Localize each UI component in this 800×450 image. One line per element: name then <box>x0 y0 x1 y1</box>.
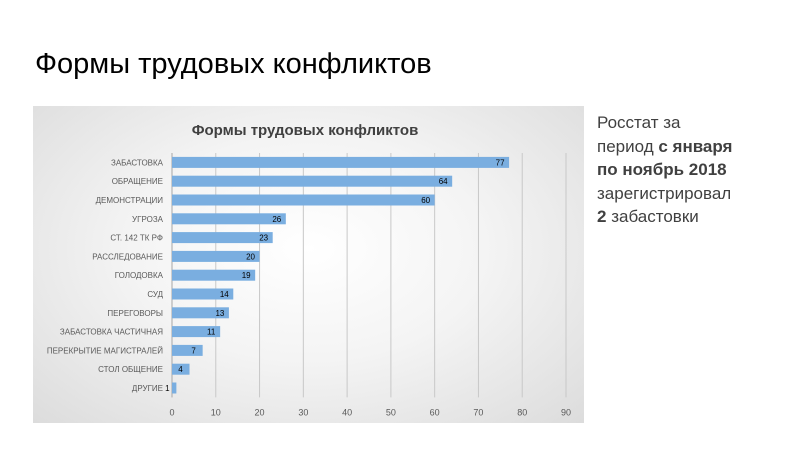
bar <box>172 175 453 187</box>
category-label: УГРОЗА <box>132 215 164 224</box>
x-tick-label: 90 <box>561 407 571 417</box>
value-label: 11 <box>207 328 216 337</box>
bar <box>172 363 190 375</box>
bar <box>172 194 435 206</box>
x-tick-label: 30 <box>298 407 308 417</box>
bar <box>172 307 229 319</box>
category-label: ДЕМОНСТРАЦИИ <box>96 196 164 205</box>
bar-chart: Формы трудовых конфликтов ЗАБАСТОВКА ОБРА… <box>47 122 571 417</box>
value-label: 23 <box>259 234 268 243</box>
grid-lines <box>171 153 567 398</box>
x-tick-label: 80 <box>517 407 527 417</box>
note-line-2: период с января <box>597 135 792 159</box>
bar <box>172 156 510 168</box>
category-label: СТОЛ ОБЩЕНИЕ <box>98 365 163 374</box>
x-tick-label: 60 <box>430 407 440 417</box>
value-label: 1 <box>165 384 170 393</box>
bars <box>172 156 510 394</box>
x-tick-labels: 0 10 20 30 40 50 60 70 80 90 <box>169 407 571 417</box>
x-tick-label: 50 <box>386 407 396 417</box>
value-label: 14 <box>220 290 229 299</box>
bar <box>172 344 203 356</box>
value-label: 64 <box>439 177 448 186</box>
side-note: Росстат за период с января по ноябрь 201… <box>597 111 792 229</box>
category-label: РАССЛЕДОВАНИЕ <box>92 252 163 261</box>
x-tick-label: 20 <box>255 407 265 417</box>
note-period-start: с января <box>658 136 733 156</box>
bar <box>172 288 234 300</box>
bar <box>172 269 256 281</box>
value-label: 13 <box>215 309 224 318</box>
value-labels: 77 64 60 26 23 20 19 14 13 11 7 4 1 <box>165 158 505 393</box>
note-line-4: зарегистрировал <box>597 183 732 203</box>
note-period-end: по ноябрь 2018 <box>597 160 727 179</box>
category-label: ПЕРЕКРЫТИЕ МАГИСТРАЛЕЙ <box>47 346 163 355</box>
bar <box>172 213 286 225</box>
chart-panel: Формы трудовых конфликтов ЗАБАСТОВКА ОБРА… <box>33 106 584 423</box>
category-label: ПЕРЕГОВОРЫ <box>107 309 163 318</box>
slide-title: Формы трудовых конфликтов <box>35 48 432 80</box>
note-line-3: по ноябрь 2018 <box>597 158 792 182</box>
category-label: ОБРАЩЕНИЕ <box>112 177 163 186</box>
x-tick-label: 40 <box>342 407 352 417</box>
value-label: 77 <box>496 158 505 167</box>
note-line-1: Росстат за <box>597 113 681 132</box>
note-line-5: 2 забастовки <box>597 205 792 229</box>
bar <box>172 326 221 338</box>
value-label: 60 <box>421 196 430 205</box>
category-label: ГОЛОДОВКА <box>115 271 164 280</box>
category-label: ЗАБАСТОВКА <box>111 158 164 167</box>
chart-title: Формы трудовых конфликтов <box>192 122 419 139</box>
value-label: 19 <box>242 271 251 280</box>
value-label: 7 <box>191 346 196 355</box>
value-label: 4 <box>178 365 183 374</box>
note-strike-word: забастовки <box>606 207 699 226</box>
note-line-2-prefix: период <box>597 136 659 156</box>
bar <box>172 382 177 394</box>
category-label: СУД <box>147 290 163 299</box>
category-label: ДРУГИЕ <box>132 384 163 393</box>
category-label: ЗАБАСТОВКА ЧАСТИЧНАЯ <box>60 328 163 337</box>
bar <box>172 250 260 262</box>
note-strike-count: 2 <box>597 207 607 226</box>
x-tick-label: 0 <box>169 407 174 417</box>
bar <box>172 232 273 244</box>
value-label: 26 <box>272 215 281 224</box>
category-label: СТ. 142 ТК РФ <box>110 234 163 243</box>
x-tick-label: 10 <box>211 407 221 417</box>
value-label: 20 <box>246 252 255 261</box>
category-labels: ЗАБАСТОВКА ОБРАЩЕНИЕ ДЕМОНСТРАЦИИ УГРОЗА СТ.… <box>47 158 164 393</box>
x-tick-label: 70 <box>473 407 483 417</box>
